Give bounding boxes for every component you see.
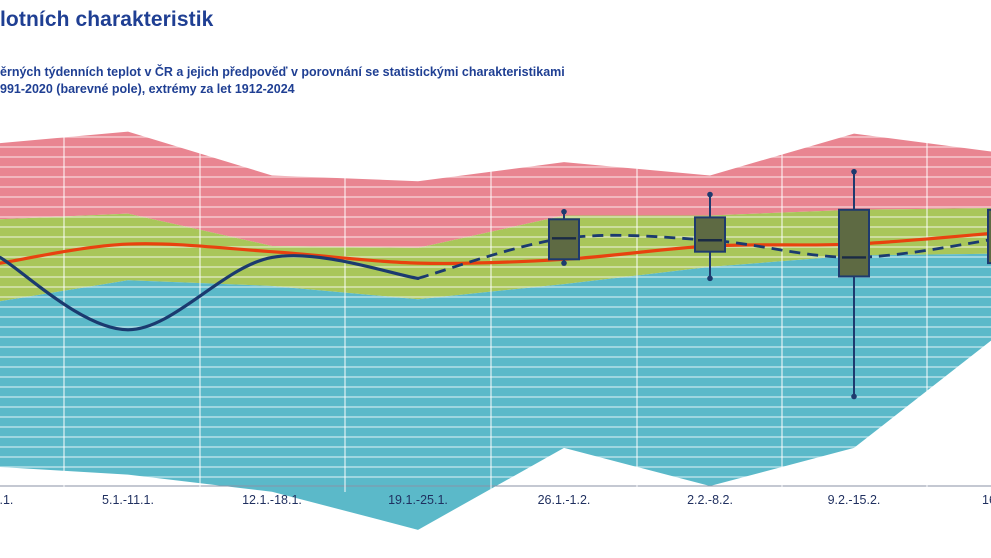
- whisker-cap-top: [707, 191, 713, 198]
- subtitle-line-1: ěrných týdenních teplot v ČR a jejich př…: [0, 65, 565, 79]
- forecast-box: [987, 208, 991, 265]
- whisker-cap-top: [561, 208, 567, 215]
- forecast-boxes: [548, 168, 991, 400]
- grid-lines: [0, 106, 991, 487]
- band-upper-area: [0, 131, 991, 248]
- observed-temperature-line: [0, 254, 420, 332]
- x-tick-label: 26.1.-1.2.: [538, 493, 591, 507]
- whisker-cap-bottom: [561, 260, 567, 266]
- climate-bands: [0, 131, 991, 530]
- x-tick-label: 9.2.-15.2.: [828, 493, 881, 507]
- x-tick-label: ..1.: [0, 493, 13, 507]
- x-tick-label: 5.1.-11.1.: [102, 493, 154, 507]
- subtitle-line-2: 991-2020 (barevné pole), extrémy za let …: [0, 82, 295, 96]
- chart-subtitle: ěrných týdenních teplot v ČR a jejich př…: [0, 64, 565, 98]
- whisker-cap-top: [851, 168, 857, 175]
- forecast-box: [838, 208, 870, 278]
- page-title: lotních charakteristik: [0, 8, 214, 31]
- band-lower-area: [0, 253, 991, 530]
- x-tick-label: 12.1.-18.1.: [242, 493, 302, 507]
- whisker-cap-bottom: [707, 275, 713, 282]
- forecast-box: [694, 216, 726, 253]
- x-tick-label: 19.1.-25.1.: [388, 493, 448, 507]
- whisker-cap-bottom: [851, 393, 857, 400]
- x-axis: ..1. 5.1.-11.1. 12.1.-18.1. 19.1.-25.1. 26.1…: [0, 493, 991, 507]
- category-dividers: [63, 105, 928, 492]
- x-tick-label: 2.2.-8.2.: [687, 493, 733, 507]
- x-tick-label: 16.2: [982, 493, 991, 507]
